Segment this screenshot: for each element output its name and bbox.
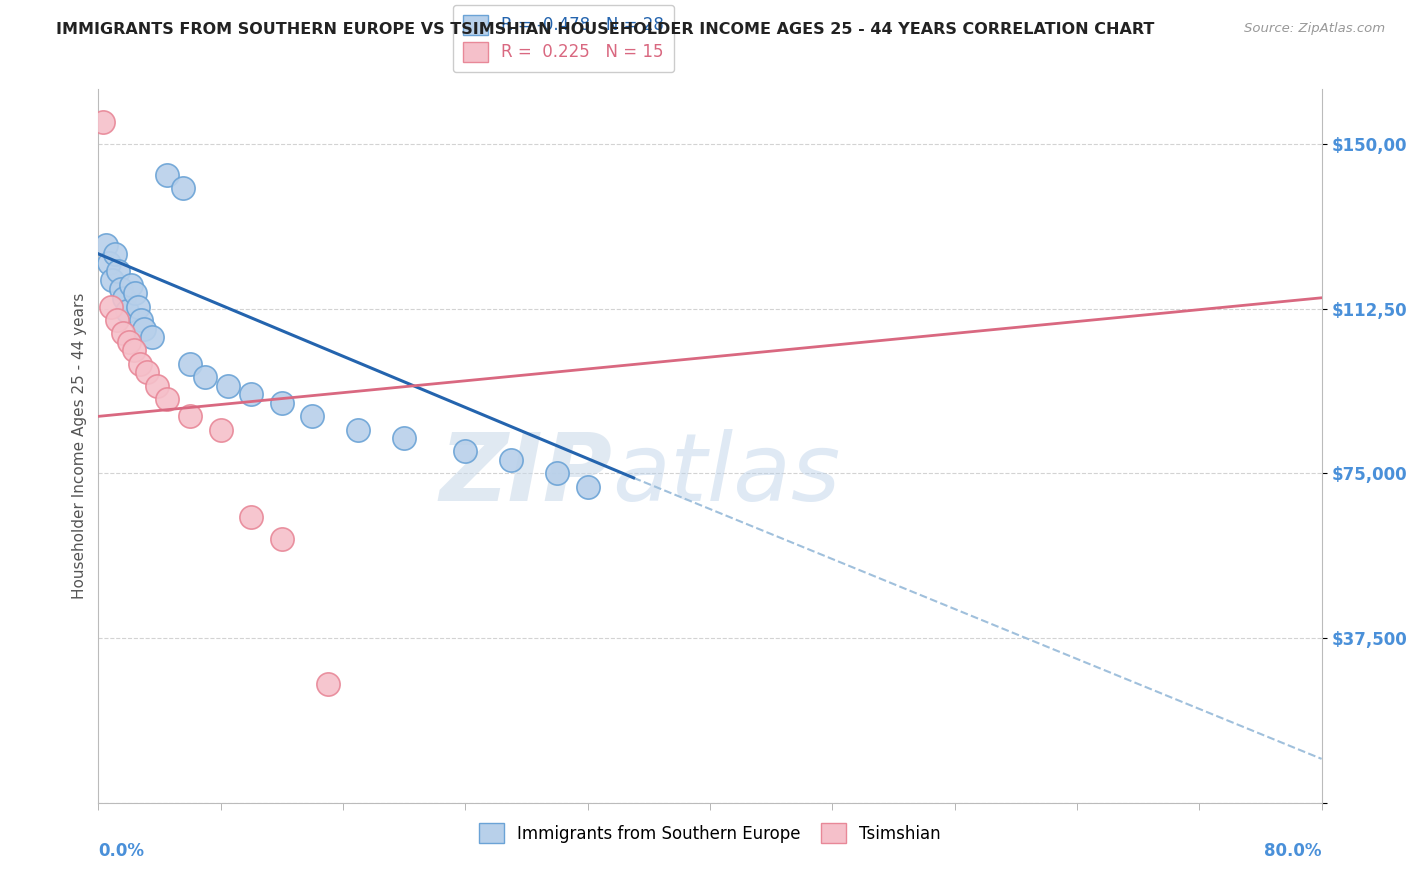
Point [145, 378, 167, 392]
Point [240, 510, 263, 524]
Point [156, 168, 179, 182]
Point [98, 255, 121, 269]
Point [91, 115, 114, 129]
Point [179, 357, 201, 371]
Point [217, 378, 239, 392]
Point [209, 423, 232, 437]
Point [156, 392, 179, 406]
Legend: Immigrants from Southern Europe, Tsimshian: Immigrants from Southern Europe, Tsimshi… [471, 814, 949, 852]
Point [172, 181, 194, 195]
Point [120, 277, 142, 292]
Text: ZIP: ZIP [439, 428, 612, 521]
Point [107, 264, 129, 278]
Point [240, 387, 263, 401]
Point [110, 282, 132, 296]
Point [270, 533, 294, 547]
Point [128, 357, 150, 371]
Point [112, 291, 135, 305]
Point [136, 366, 159, 380]
Point [501, 453, 523, 467]
Text: atlas: atlas [612, 429, 841, 520]
Point [134, 321, 156, 335]
Point [454, 444, 477, 458]
Point [576, 480, 599, 494]
Point [392, 431, 416, 445]
Point [301, 409, 323, 424]
Point [270, 396, 294, 410]
Point [546, 467, 568, 481]
Point [129, 312, 152, 326]
Text: 80.0%: 80.0% [1264, 842, 1322, 860]
Point [122, 343, 145, 358]
Point [124, 286, 146, 301]
Point [194, 369, 217, 384]
Point [104, 247, 127, 261]
Point [117, 304, 139, 318]
Text: 0.0%: 0.0% [98, 842, 145, 860]
Point [347, 423, 370, 437]
Y-axis label: Householder Income Ages 25 - 44 years: Householder Income Ages 25 - 44 years [72, 293, 87, 599]
Point [316, 677, 339, 691]
Point [179, 409, 201, 424]
Text: IMMIGRANTS FROM SOUTHERN EUROPE VS TSIMSHIAN HOUSEHOLDER INCOME AGES 25 - 44 YEA: IMMIGRANTS FROM SOUTHERN EUROPE VS TSIMS… [56, 22, 1154, 37]
Text: Source: ZipAtlas.com: Source: ZipAtlas.com [1244, 22, 1385, 36]
Point [105, 312, 128, 326]
Point [94, 238, 117, 252]
Point [127, 300, 149, 314]
Point [111, 326, 134, 340]
Point [141, 330, 163, 344]
Point [101, 273, 124, 287]
Point [100, 300, 122, 314]
Point [118, 334, 141, 349]
